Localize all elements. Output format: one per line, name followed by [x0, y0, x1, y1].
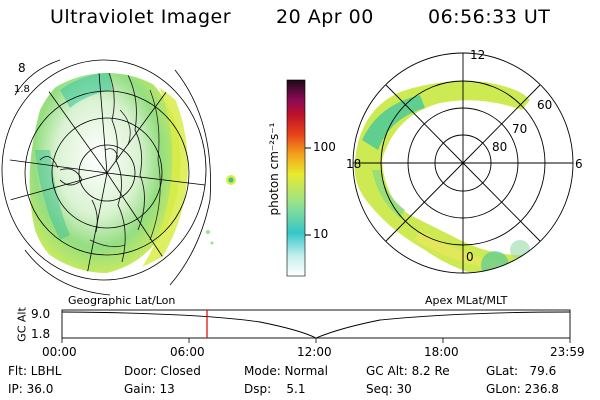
colorbar-tick-10: 10 — [313, 227, 329, 241]
mlt-label-18: 18 — [346, 157, 362, 171]
app-title: Ultraviolet Imager — [50, 6, 232, 28]
polar-caption: Apex MLat/MLT — [425, 294, 508, 307]
gain-info: Gain: 13 — [124, 382, 175, 396]
mlt-label-12: 12 — [470, 48, 486, 62]
auroral-emission-map — [29, 73, 181, 273]
polar-plot — [352, 52, 574, 274]
time-tick: 23:59 — [550, 345, 585, 359]
map-lat-label: 8 — [18, 61, 26, 75]
mlt-label-0: 0 — [466, 250, 474, 264]
mlat-label-80: 80 — [492, 140, 508, 154]
observation-time: 06:56:33 UT — [428, 6, 551, 28]
colorbar — [286, 79, 311, 277]
colorbar-label: photon cm⁻²s⁻¹ — [267, 122, 281, 216]
dsp-info: Dsp: 5.1 — [244, 382, 306, 396]
altitude-curve — [61, 311, 571, 339]
observation-date: 20 Apr 00 — [276, 6, 374, 28]
gc-alt-info: GC Alt: 8.2 Re — [366, 364, 450, 378]
geographic-map: 8 1.8 — [1, 59, 236, 296]
glat-info: GLat: 79.6 — [486, 364, 557, 378]
mlat-label-70: 70 — [512, 122, 528, 136]
altitude-ylabel: GC Alt — [15, 307, 29, 342]
seq-info: Seq: 30 — [366, 382, 412, 396]
colorbar-tick-100: 100 — [313, 140, 336, 154]
map-caption: Geographic Lat/Lon — [68, 294, 176, 307]
time-tick: 00:00 — [42, 345, 77, 359]
map-lat-label: 1.8 — [14, 84, 30, 95]
time-tick: 12:00 — [297, 345, 332, 359]
time-tick: 18:00 — [424, 345, 459, 359]
altitude-plot — [61, 309, 571, 343]
altitude-ytick-bottom: 1.8 — [31, 327, 51, 341]
mode-info: Mode: Normal — [244, 364, 328, 378]
altitude-ytick-top: 9.0 — [31, 307, 51, 321]
auroral-oval — [354, 81, 560, 273]
time-tick: 06:00 — [170, 345, 205, 359]
mlt-label-6: 6 — [575, 157, 583, 171]
filter-info: Flt: LBHL — [8, 364, 62, 378]
door-info: Door: Closed — [124, 364, 201, 378]
glon-info: GLon: 236.8 — [486, 382, 559, 396]
ip-info: IP: 36.0 — [8, 382, 54, 396]
mlat-label-60: 60 — [537, 98, 553, 112]
